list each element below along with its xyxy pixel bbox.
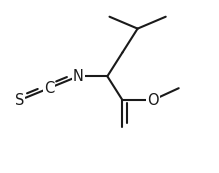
Text: O: O bbox=[147, 93, 159, 108]
Text: C: C bbox=[44, 81, 54, 96]
Text: S: S bbox=[15, 93, 25, 108]
Text: N: N bbox=[73, 69, 84, 84]
